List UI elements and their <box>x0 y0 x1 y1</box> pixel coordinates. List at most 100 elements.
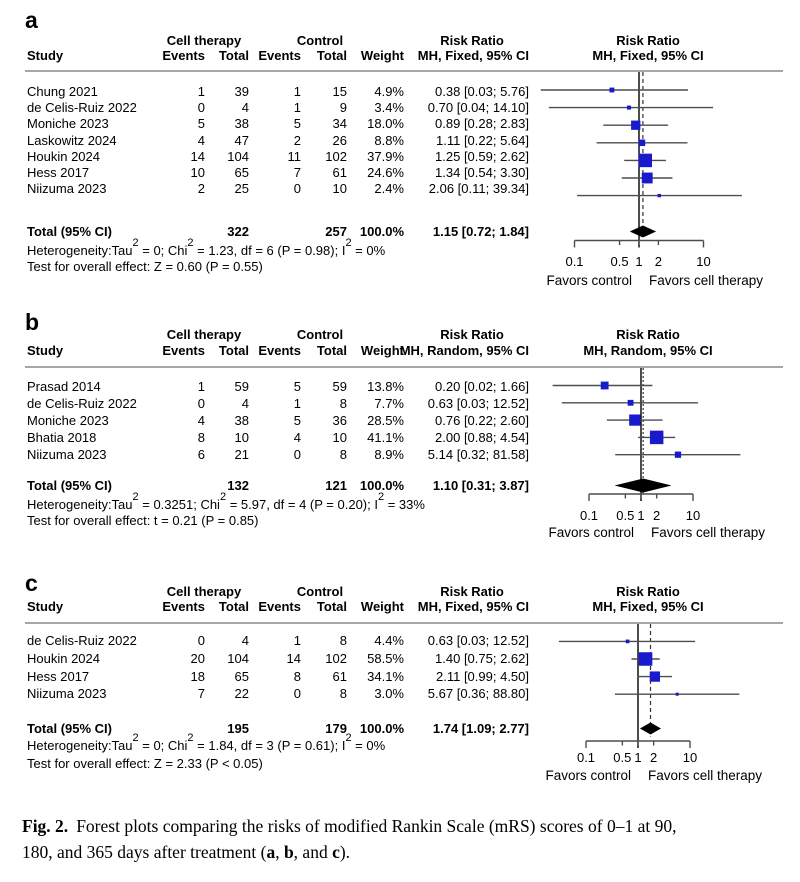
control-group-header: Control <box>296 584 344 599</box>
control-total-cell: 26 <box>332 132 347 148</box>
ci-method-column-header: MH, Fixed, 95% CI <box>417 48 529 63</box>
total-risk-ratio-ci: 1.74 [1.09; 2.77] <box>432 720 529 736</box>
risk-ratio-ci-cell: 1.11 [0.22; 5.64] <box>436 132 529 148</box>
treatment-events-cell: 4 <box>197 413 205 428</box>
study-name: Moniche 2023 <box>27 116 109 132</box>
effect-square <box>675 692 679 696</box>
study-name: de Celis-Ruiz 2022 <box>27 100 137 116</box>
control-events-cell: 2 <box>293 132 301 148</box>
weight-column-header: Weight <box>360 343 404 358</box>
weight-cell: 34.1% <box>367 668 404 684</box>
weight-cell: 8.8% <box>374 132 404 148</box>
treatment-events-cell: 6 <box>197 447 205 462</box>
pooled-diamond <box>629 225 657 238</box>
study-name: Bhatia 2018 <box>27 430 97 445</box>
events1-column-header: Events <box>162 343 205 358</box>
effect-group-header: Risk Ratio <box>440 327 504 342</box>
study-name: Niizuma 2023 <box>27 447 107 462</box>
overall-effect-test-line: Test for overall effect: Z = 0.60 (P = 0… <box>27 259 263 274</box>
control-group-header: Control <box>296 327 344 342</box>
control-events-cell: 0 <box>293 447 301 462</box>
axis-tick-label: 0.1 <box>579 508 599 523</box>
total-control-n: 121 <box>325 477 347 493</box>
risk-ratio-ci-cell: 5.14 [0.32; 81.58] <box>427 447 529 462</box>
effect-square <box>638 139 646 147</box>
treatment-events-cell: 18 <box>190 668 205 684</box>
control-events-cell: 1 <box>293 84 301 99</box>
weight-column-header: Weight <box>360 599 404 614</box>
total-treatment-n: 322 <box>227 223 249 239</box>
effect-square <box>609 87 615 93</box>
treatment-group-header: Cell therapy <box>166 327 242 342</box>
caption-text-segment: , <box>275 842 284 862</box>
control-total-cell: 8 <box>339 396 347 411</box>
study-column-header: Study <box>27 343 64 358</box>
total-row-label: Total (95% CI) <box>27 477 112 493</box>
control-total-cell: 8 <box>339 686 347 702</box>
axis-tick-label: 10 <box>685 508 701 523</box>
treatment-group-header: Cell therapy <box>166 584 242 599</box>
panel-c-label: c <box>25 570 38 596</box>
effect-square <box>638 153 653 168</box>
study-name: Prasad 2014 <box>27 379 101 394</box>
treatment-events-cell: 14 <box>190 148 205 164</box>
control-events-cell: 0 <box>293 686 301 702</box>
treatment-events-cell: 2 <box>197 181 205 197</box>
weight-cell: 3.0% <box>374 686 404 702</box>
study-column-header: Study <box>27 48 64 63</box>
weight-cell: 28.5% <box>367 413 404 428</box>
study-name: Hess 2017 <box>27 668 90 684</box>
risk-ratio-ci-cell: 0.63 [0.03; 12.52] <box>427 396 529 411</box>
caption-line: Fig. 2. Forest plots comparing the risks … <box>22 813 792 839</box>
control-events-cell: 0 <box>293 181 301 197</box>
favors-cell-therapy-label: Favors cell therapy <box>648 767 763 783</box>
effect-square <box>649 430 664 445</box>
favors-control-label: Favors control <box>545 767 631 783</box>
effect-square <box>625 639 630 644</box>
plot-ci-method-header: MH, Fixed, 95% CI <box>592 48 704 63</box>
control-events-cell: 1 <box>293 100 301 116</box>
panel-b-label: b <box>25 309 40 335</box>
treatment-total-cell: 25 <box>234 181 249 197</box>
treatment-total-cell: 21 <box>234 447 249 462</box>
effect-square <box>627 399 634 406</box>
control-total-cell: 9 <box>339 100 347 116</box>
axis-tick-label: 2 <box>654 254 663 269</box>
axis-tick-label: 0.5 <box>610 254 629 269</box>
caption-text-segment: b <box>283 842 294 862</box>
weight-cell: 2.4% <box>374 181 404 197</box>
weight-cell: 58.5% <box>367 651 404 666</box>
weight-cell: 18.0% <box>367 116 404 132</box>
control-events-cell: 11 <box>287 148 302 164</box>
weight-column-header: Weight <box>360 48 404 63</box>
control-events-cell: 5 <box>293 413 301 428</box>
risk-ratio-ci-cell: 2.00 [0.88; 4.54] <box>435 430 529 445</box>
heterogeneity-line: Heterogeneity:Tau2 = 0; Chi2 = 1.84, df … <box>27 731 386 753</box>
total-weight-cell: 100.0% <box>359 223 404 239</box>
study-name: de Celis-Ruiz 2022 <box>27 396 137 411</box>
treatment-total-cell: 104 <box>227 148 249 164</box>
risk-ratio-ci-cell: 1.40 [0.75; 2.62] <box>435 651 529 666</box>
plot-effect-header: Risk Ratio <box>616 327 680 342</box>
weight-cell: 8.9% <box>374 447 404 462</box>
favors-control-label: Favors control <box>548 524 634 540</box>
total2-column-header: Total <box>316 343 347 358</box>
plot-ci-method-header: MH, Random, 95% CI <box>583 343 713 358</box>
control-group-header: Control <box>296 33 344 48</box>
effect-group-header: Risk Ratio <box>440 33 504 48</box>
weight-cell: 3.4% <box>374 100 404 116</box>
total-row-label: Total (95% CI) <box>27 720 112 736</box>
study-name: Niizuma 2023 <box>27 686 107 702</box>
risk-ratio-ci-cell: 2.06 [0.11; 39.34] <box>428 181 529 197</box>
control-total-cell: 36 <box>332 413 347 428</box>
weight-cell: 4.9% <box>374 84 404 99</box>
axis-tick-label: 0.5 <box>616 508 635 523</box>
events2-column-header: Events <box>258 343 301 358</box>
control-events-cell: 5 <box>293 116 301 132</box>
control-events-cell: 7 <box>293 165 301 180</box>
control-events-cell: 1 <box>293 396 301 411</box>
events1-column-header: Events <box>162 48 205 63</box>
study-name: Hess 2017 <box>27 165 90 180</box>
treatment-total-cell: 39 <box>234 84 249 99</box>
